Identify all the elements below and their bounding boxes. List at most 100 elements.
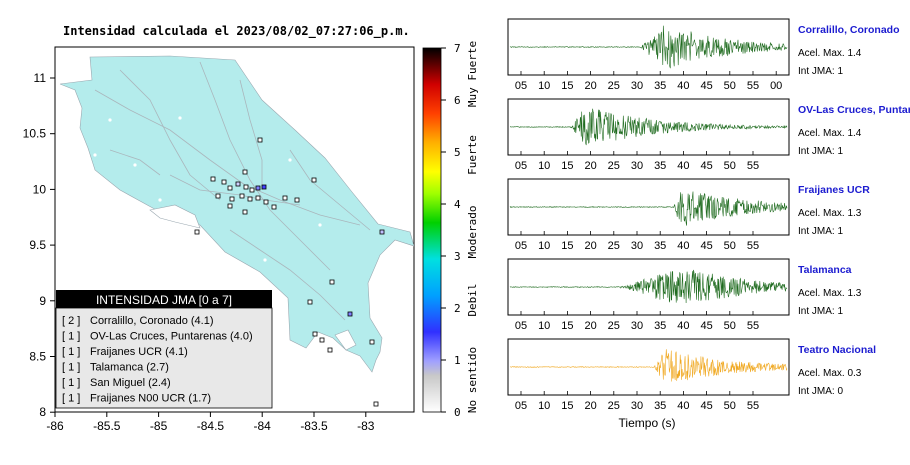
seismogram-4: 05 10 15 20 25 30 35 40 45 50 55 Talamanca Acel. Max… [507,258,862,332]
colorbar-tick-label: 7 [454,42,461,55]
seismogram-waveform [509,269,788,304]
legend-item-label: Talamanca (2.7) [90,362,169,374]
seismogram-tick-label: 30 [631,400,643,412]
seismogram-tick-label: 25 [608,320,620,332]
map-y-tick-label: 8 [39,405,46,419]
seismogram-tick-label: 20 [584,240,596,252]
legend-item-count: [ 1 ] [62,362,80,374]
seismogram-tick-label: 25 [608,400,620,412]
legend-item-count: [ 1 ] [62,393,80,405]
seismogram-station-name: Corralillo, Coronado [798,24,900,36]
seismogram-tick-label: 45 [700,400,712,412]
legend-item-count: [ 1 ] [62,377,80,389]
seismogram-tick-label: 35 [654,240,666,252]
colorbar-category-label: Debil [466,283,479,316]
seismogram-jma-intensity: Int JMA: 1 [798,66,843,77]
seismogram-tick-label: 45 [700,160,712,172]
seismogram-tick-label: 50 [724,80,736,92]
seismogram-tick-label: 45 [700,80,712,92]
golfo-dulce [334,329,357,351]
seismogram-tick-label: 40 [677,160,689,172]
seismogram-jma-intensity: Int JMA: 0 [798,386,843,397]
seismogram-panel: Tiempo (s) 05 10 15 20 25 30 35 40 45 50 55 00 Corra… [490,0,910,460]
seismogram-tick-label: 55 [747,160,759,172]
map-x-tick-label: -83.5 [300,419,328,433]
map-x-tick-label: -84 [254,419,272,433]
seismogram-tick-label: 20 [584,160,596,172]
seismogram-tick-label: 30 [631,240,643,252]
seismogram-accel-max: Acel. Max. 1.4 [798,48,862,59]
seismogram-tick-label: 30 [631,320,643,332]
seismogram-tick-label: 10 [538,320,550,332]
seismogram-accel-max: Acel. Max. 0.3 [798,368,862,379]
map-x-tick-label: -85.5 [93,419,121,433]
map-x-axis: -86 -85.5 -85 -84.5 -84 -83.5 -83 [46,412,375,433]
map-y-tick-label: 8.5 [29,350,46,364]
seismogram-x-label: Tiempo (s) [619,416,676,430]
intensity-map-panel: Intensidad calculada el 2023/08/02_07:27… [23,24,479,433]
seismogram-tick-label: 45 [700,320,712,332]
intensity-colorbar [422,47,442,413]
map-x-tick-label: -84.5 [197,419,225,433]
seismogram-tick-label: 10 [538,240,550,252]
seismogram-tick-label: 15 [561,320,573,332]
seismogram-waveform [509,25,788,69]
seismogram-tick-label: 05 [515,400,527,412]
seismogram-waveform [509,108,788,146]
colorbar-ticks: 7 6 5 4 3 2 1 0 [441,42,461,419]
seismogram-tick-label: 40 [677,80,689,92]
seismogram-waveform [509,349,788,382]
colorbar-category-label: Muy Fuerte [466,41,479,107]
seismogram-tick-label: 05 [515,320,527,332]
seismogram-jma-intensity: Int JMA: 1 [798,306,843,317]
seismogram-tick-label: 35 [654,160,666,172]
map-y-tick-label: 9.5 [29,238,46,252]
seismogram-tick-label: 30 [631,80,643,92]
seismogram-tick-label: 05 [515,80,527,92]
seismogram-tick-label: 25 [608,160,620,172]
seismogram-tick-label: 50 [724,320,736,332]
seismogram-tick-label: 55 [747,240,759,252]
colorbar-tick-label: 2 [454,302,461,315]
legend-item-label: OV-Las Cruces, Puntarenas (4.0) [90,331,253,343]
colorbar-tick-label: 5 [454,146,461,159]
seismogram-tick-label: 15 [561,160,573,172]
seismogram-tick-label: 15 [561,240,573,252]
seismogram-tick-label: 40 [677,320,689,332]
seismogram-tick-label: 05 [515,160,527,172]
town-dots [93,116,322,262]
seismogram-tick-label: 20 [584,320,596,332]
map-x-tick-label: -85 [150,419,168,433]
seismogram-tick-label: 55 [747,400,759,412]
map-y-tick-label: 10 [33,182,47,196]
gulf-of-nicoya [149,204,201,229]
seismogram-tick-label: 10 [538,400,550,412]
seismogram-tick-label: 35 [654,400,666,412]
seismogram-accel-max: Acel. Max. 1.3 [798,288,862,299]
map-y-tick-label: 10.5 [23,127,47,141]
seismogram-tick-label: 50 [724,160,736,172]
seismogram-station-name: Teatro Nacional [798,344,876,356]
seismogram-tick-label: 10 [538,80,550,92]
seismogram-tick-label: 25 [608,80,620,92]
legend-item-label: Corralillo, Coronado (4.1) [90,315,214,327]
colorbar-category-label: No sentido [466,347,479,413]
seismogram-tick-label: 55 [747,80,759,92]
seismogram-tick-label: 25 [608,240,620,252]
station-markers [194,137,385,407]
seismogram-2: 05 10 15 20 25 30 35 40 45 50 55 OV-Las Cruces, Pun… [507,98,910,172]
seismogram-jma-intensity: Int JMA: 1 [798,226,843,237]
seismogram-station-name: Talamanca [798,264,852,276]
legend-item-count: [ 1 ] [62,331,80,343]
road-network [94,61,371,321]
map-y-tick-label: 9 [39,294,46,308]
colorbar-category-label: Fuerte [466,135,479,175]
legend-item-label: Fraijanes UCR (4.1) [90,346,188,358]
colorbar-tick-label: 4 [454,198,461,211]
seismogram-accel-max: Acel. Max. 1.4 [798,128,862,139]
colorbar-category-label: Moderado [466,206,479,259]
seismogram-tick-label: 20 [584,80,596,92]
seismogram-tick-label: 45 [700,240,712,252]
seismogram-tick-label: 35 [654,80,666,92]
colorbar-tick-label: 6 [454,94,461,107]
